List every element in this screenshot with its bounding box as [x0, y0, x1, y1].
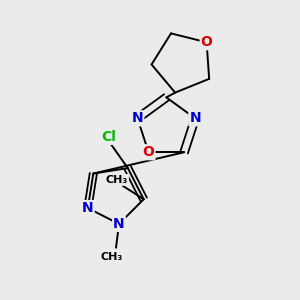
Text: O: O: [201, 35, 212, 49]
Text: N: N: [82, 201, 94, 215]
Text: CH₃: CH₃: [106, 175, 128, 185]
Text: N: N: [113, 217, 125, 231]
Text: N: N: [132, 111, 143, 125]
Text: N: N: [189, 111, 201, 125]
Text: Cl: Cl: [101, 130, 116, 144]
Text: CH₃: CH₃: [100, 252, 123, 262]
Text: O: O: [142, 145, 154, 159]
